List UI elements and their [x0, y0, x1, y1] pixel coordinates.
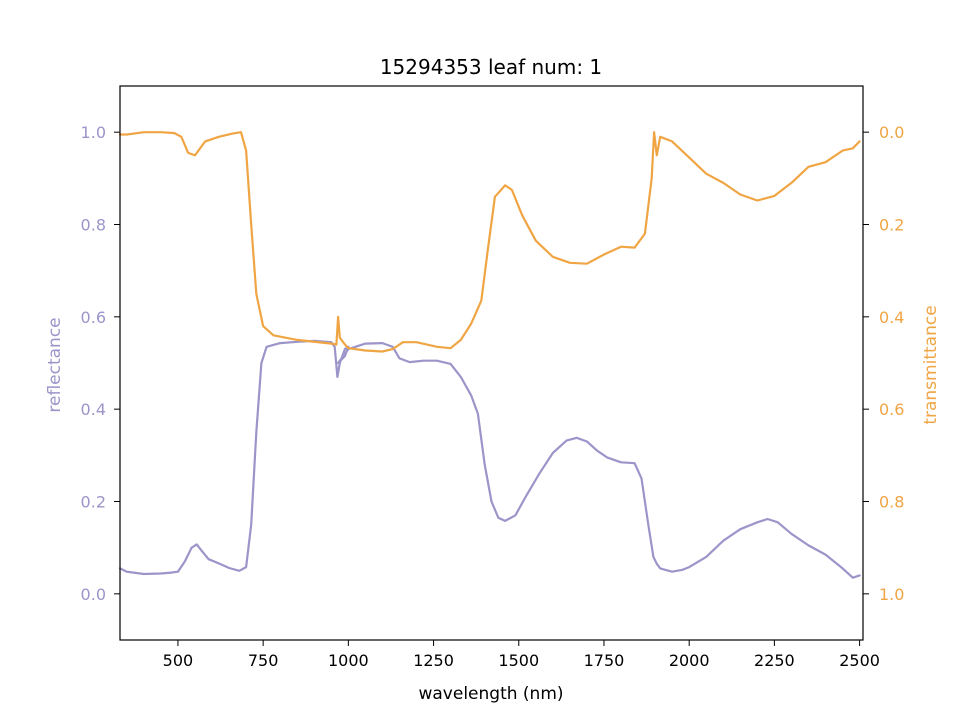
- left-tick-label: 0.2: [81, 493, 106, 512]
- right-tick-label: 0.8: [879, 493, 904, 512]
- left-axis-label: reflectance: [45, 317, 65, 412]
- x-tick-label: 1500: [498, 651, 539, 670]
- x-tick-label: 2500: [839, 651, 880, 670]
- x-tick-label: 750: [248, 651, 279, 670]
- left-tick-label: 0.4: [81, 400, 106, 419]
- plot-frame: [119, 85, 864, 641]
- x-tick-label: 1250: [413, 651, 454, 670]
- x-tick-label: 1000: [328, 651, 369, 670]
- chart-title: 15294353 leaf num: 1: [380, 55, 602, 79]
- x-tick-label: 1750: [584, 651, 625, 670]
- right-tick-label: 1.0: [879, 585, 904, 604]
- right-axis: 0.0 0.2 0.4 0.6 0.8 1.0: [863, 123, 904, 604]
- series-layer: [118, 131, 861, 579]
- right-tick-label: 0.4: [879, 308, 904, 327]
- left-tick-label: 0.6: [81, 308, 106, 327]
- right-axis-label: transmittance: [921, 305, 941, 424]
- left-tick-label: 0.8: [81, 216, 106, 235]
- right-tick-label: 0.2: [879, 216, 904, 235]
- transmittance-series-line: [118, 131, 861, 353]
- x-axis-label: wavelength (nm): [418, 684, 563, 704]
- x-axis: 500 750 1000 1250 1500 1750 2000 2250 2500: [163, 640, 880, 670]
- left-tick-label: 0.0: [81, 585, 106, 604]
- right-tick-label: 0.6: [879, 400, 904, 419]
- left-axis: 0.0 0.2 0.4 0.6 0.8 1.0: [81, 123, 120, 604]
- reflectance-series-line: [118, 339, 861, 579]
- x-tick-label: 2250: [754, 651, 795, 670]
- left-tick-label: 1.0: [81, 123, 106, 142]
- x-tick-label: 500: [163, 651, 194, 670]
- x-tick-label: 2000: [669, 651, 710, 670]
- right-tick-label: 0.0: [879, 123, 904, 142]
